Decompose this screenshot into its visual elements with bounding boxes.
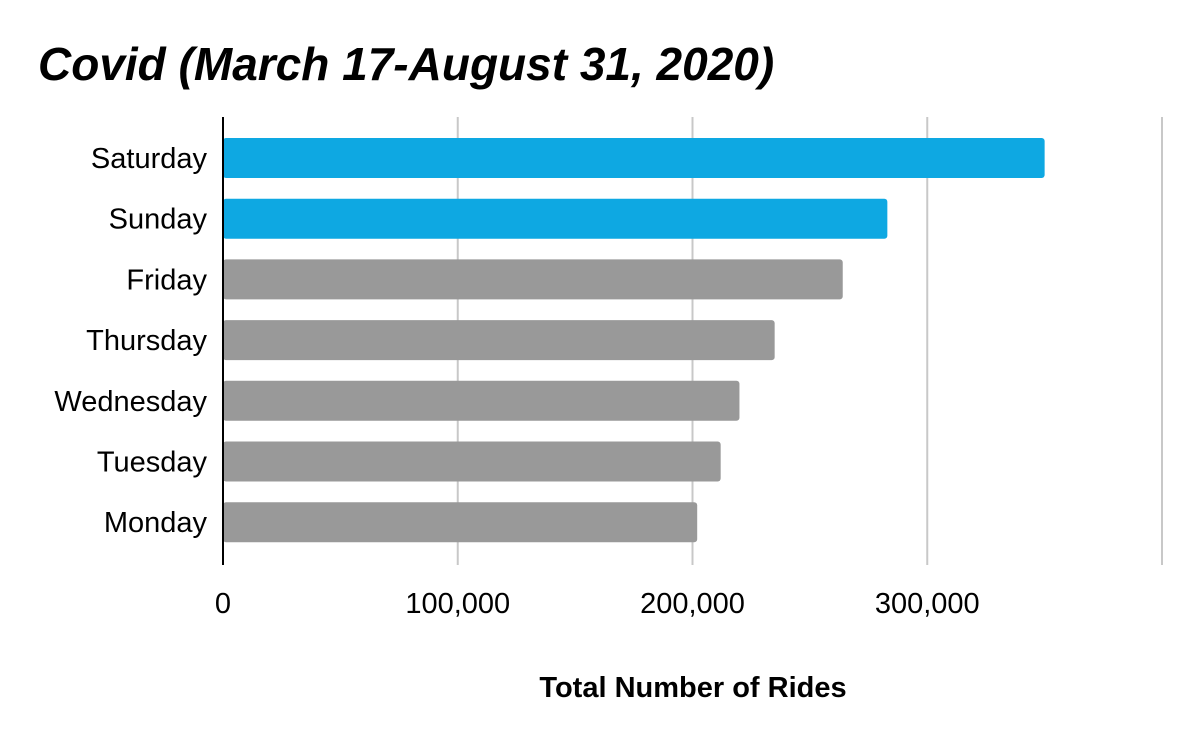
bar xyxy=(223,259,843,300)
x-tick-labels: 0 100,000 200,000 300,000 xyxy=(215,588,980,620)
category-label: Saturday xyxy=(91,143,208,175)
bar xyxy=(223,380,740,421)
bar xyxy=(223,320,775,361)
x-tick-label: 300,000 xyxy=(875,588,980,620)
x-tick-label: 0 xyxy=(215,588,231,620)
category-label: Tuesday xyxy=(97,447,208,479)
x-tick-label: 200,000 xyxy=(640,588,745,620)
category-label: Thursday xyxy=(86,325,207,357)
x-tick-label: 100,000 xyxy=(405,588,510,620)
bar xyxy=(223,441,721,482)
category-label: Friday xyxy=(126,264,207,296)
bar xyxy=(223,198,888,239)
bar xyxy=(223,138,1045,178)
category-labels: Saturday Sunday Friday Thursday Wednesday Tue… xyxy=(54,143,207,539)
category-label: Monday xyxy=(104,507,208,539)
bar xyxy=(223,502,698,543)
category-label: Wednesday xyxy=(54,386,207,418)
category-label: Sunday xyxy=(109,204,208,236)
x-axis-title: Total Number of Rides xyxy=(539,672,846,704)
bars xyxy=(223,138,1045,543)
chart-title: Covid (March 17-August 31, 2020) xyxy=(38,38,774,90)
